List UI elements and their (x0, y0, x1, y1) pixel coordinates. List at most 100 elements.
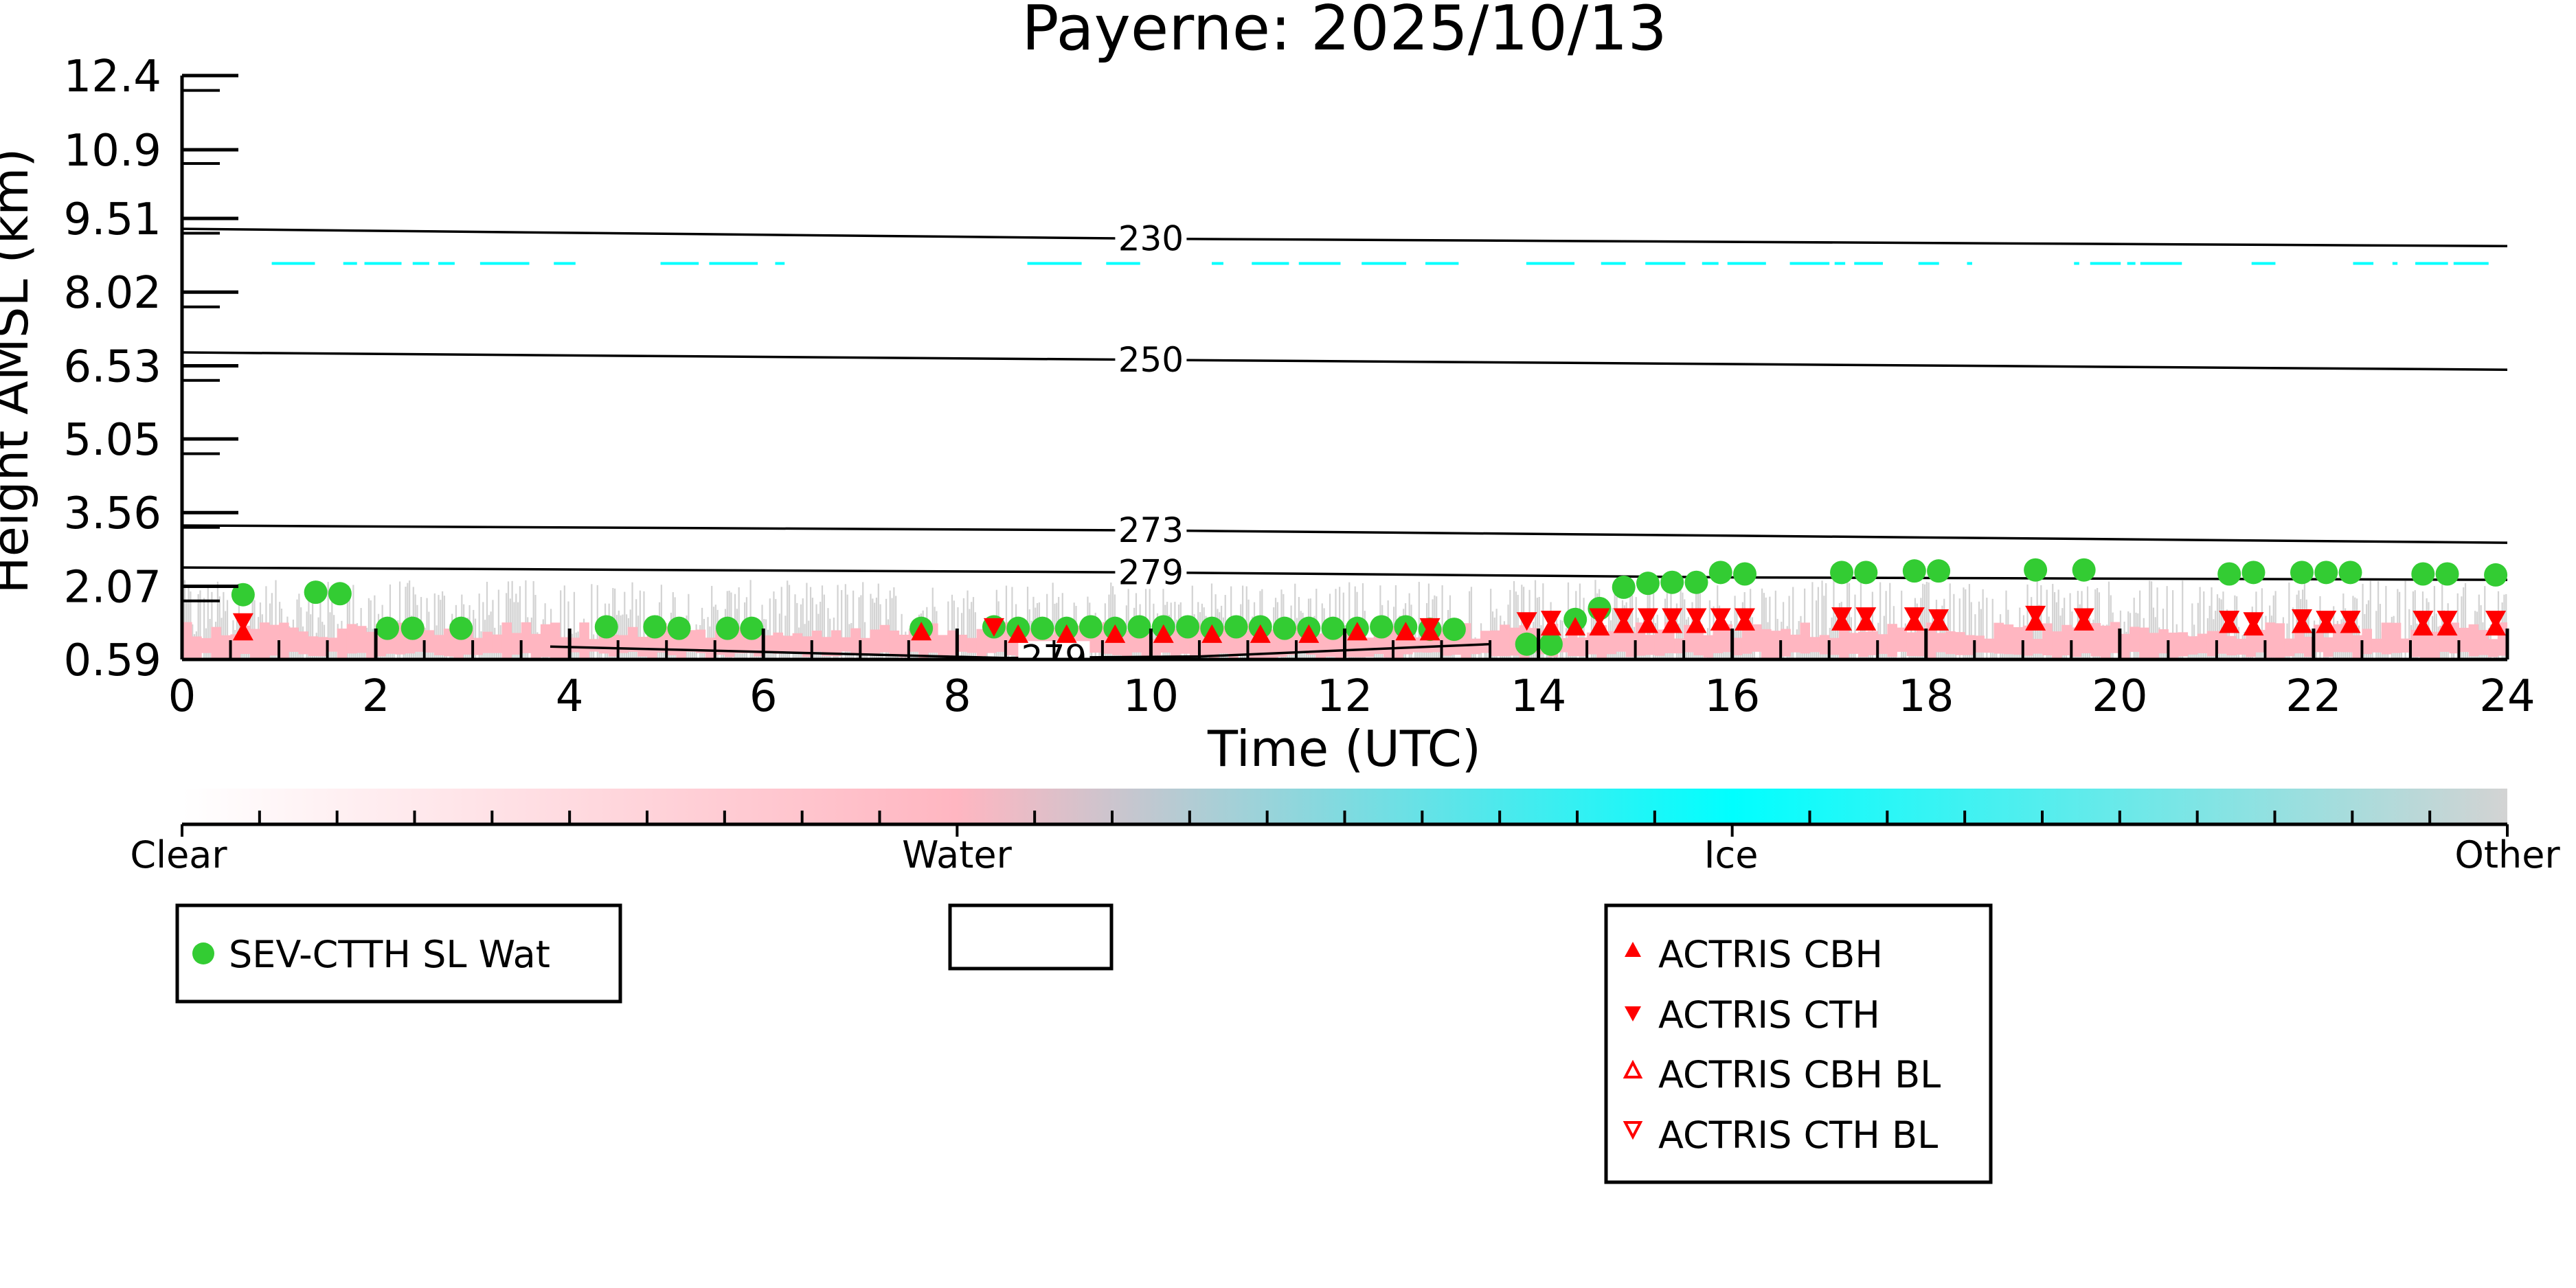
water-column (1868, 631, 1878, 655)
water-column (1819, 635, 1830, 655)
water-column (337, 629, 348, 659)
sev-ctth-point (1612, 575, 1636, 599)
colorbar-label-ice: Ice (1704, 833, 1759, 877)
sev-ctth-point (2290, 561, 2314, 585)
ice-segment (438, 262, 455, 265)
other-column (1982, 589, 1984, 659)
cloud-type-background (182, 262, 2507, 659)
water-column (2052, 631, 2062, 659)
ice-segment (554, 262, 576, 265)
other-column (1470, 587, 1473, 659)
other-column (591, 584, 593, 659)
water-column (1654, 629, 1665, 656)
water-column (1500, 624, 1510, 657)
other-column (1879, 582, 1882, 659)
other-column (226, 600, 229, 659)
other-column (2139, 590, 2141, 659)
other-column (2150, 581, 2153, 659)
water-column (1170, 629, 1181, 656)
water-column (1567, 633, 1578, 657)
other-column (2197, 602, 2199, 659)
other-column (844, 584, 846, 659)
other-column (788, 585, 791, 659)
other-column (624, 591, 626, 659)
other-column (1736, 609, 1738, 659)
sev-ctth-point (2217, 562, 2241, 586)
water-column (889, 630, 900, 656)
other-column (2216, 594, 2219, 659)
other-column (823, 594, 825, 659)
contour-label-bg (1115, 514, 1187, 547)
other-column (2055, 602, 2057, 659)
contour-label-250: 250 (1118, 340, 1184, 380)
actris-cth-point (1637, 608, 1658, 627)
ice-segment (1106, 262, 1140, 265)
water-column (1364, 637, 1375, 657)
water-column (1887, 624, 1897, 657)
sev-ctth-point (1370, 615, 1394, 639)
water-column (938, 635, 948, 657)
other-column (513, 602, 515, 659)
legend-actris-frame (1604, 903, 1993, 1184)
other-column (1978, 601, 1980, 659)
sev-ctth-point (2241, 561, 2266, 585)
other-column (2478, 594, 2480, 659)
water-column (802, 636, 813, 657)
water-column (249, 629, 260, 659)
water-column (298, 631, 308, 655)
legend-actris-cbh-label: ACTRIS CBH (1658, 933, 1883, 976)
actris-cth-point (2073, 608, 2094, 627)
ice-segment (1854, 262, 1883, 265)
actris-cth-point (2340, 611, 2361, 630)
water-column (821, 637, 832, 657)
actris-cth-point (2025, 605, 2046, 624)
other-column (275, 580, 277, 659)
water-column (1315, 633, 1326, 659)
sev-ctth-point (1078, 615, 1103, 639)
water-column (870, 629, 880, 654)
legend-actris-cth-label: ACTRIS CTH (1658, 993, 1880, 1037)
other-column (2377, 581, 2380, 659)
other-column (971, 602, 973, 659)
legend-satellite-frame (175, 903, 622, 1004)
ice-segment (412, 262, 430, 265)
other-column (2433, 586, 2436, 659)
water-column (2129, 626, 2140, 652)
other-column (1953, 594, 1955, 659)
actris-cth-point (1831, 607, 1853, 626)
water-column (279, 622, 289, 659)
ice-segment (2251, 262, 2276, 265)
other-column (2369, 580, 2371, 659)
ice-segment (1526, 262, 1575, 265)
other-column (438, 595, 440, 659)
other-column (967, 590, 969, 659)
water-column (2197, 633, 2208, 654)
x-tick-label: 18 (1898, 671, 1954, 722)
sev-ctth-point (716, 616, 740, 640)
water-column (259, 622, 270, 658)
other-column (1724, 646, 1726, 659)
water-column (1732, 637, 1743, 655)
other-column (780, 587, 782, 659)
water-column (705, 637, 716, 659)
ice-segment (1252, 262, 1289, 265)
sev-ctth-point (1708, 561, 1732, 585)
other-column (331, 593, 333, 659)
other-column (492, 600, 494, 659)
other-column (969, 609, 971, 659)
water-column (879, 624, 890, 653)
other-column (1680, 586, 1682, 659)
other-column (1835, 615, 1837, 659)
water-column (1577, 637, 1588, 657)
other-column (1594, 580, 1596, 659)
other-column (1682, 592, 1684, 659)
legend-actris-cth-marker (1625, 1006, 1641, 1021)
other-column (1922, 583, 1924, 659)
water-column (1935, 633, 1946, 653)
contour-label-bg (1115, 343, 1187, 376)
water-column (1838, 627, 1849, 658)
other-column (1817, 587, 1820, 659)
water-column (686, 630, 697, 652)
other-column (1788, 596, 1790, 659)
other-column (916, 645, 918, 659)
